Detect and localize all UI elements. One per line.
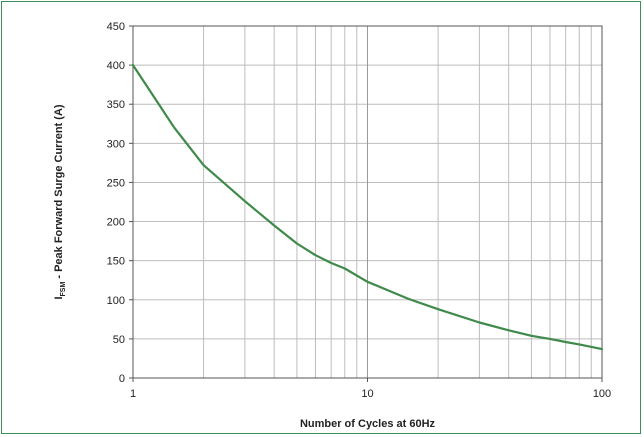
y-axis-title-rest: - Peak Forward Surge Current (A)	[53, 104, 65, 282]
y-tick-label: 450	[107, 21, 125, 33]
y-tick-label: 400	[107, 60, 125, 72]
y-tick-label: 150	[107, 256, 125, 268]
y-axis-title-main: I	[53, 296, 65, 299]
x-tick-label: 1	[130, 388, 136, 400]
y-tick-label: 100	[107, 295, 125, 307]
y-tick-label: 0	[119, 373, 125, 385]
series-group	[131, 63, 604, 351]
surge-current-curve	[131, 63, 604, 351]
y-tick-label: 350	[107, 99, 125, 111]
x-axis-title: Number of Cycles at 60Hz	[300, 418, 436, 430]
y-tick-label: 200	[107, 217, 125, 229]
y-axis-title: IFSM - Peak Forward Surge Current (A)	[53, 104, 67, 299]
x-tick-label: 10	[361, 388, 373, 400]
grid	[132, 25, 603, 379]
y-tick-label: 300	[107, 138, 125, 150]
axes: 0 50 100 150 200 250 300 350 400 450 1 10 100	[107, 21, 612, 400]
y-axis-title-subscript: FSM	[60, 282, 67, 297]
x-tick-label: 100	[593, 388, 611, 400]
y-tick-label: 50	[113, 334, 125, 346]
y-tick-label: 250	[107, 177, 125, 189]
